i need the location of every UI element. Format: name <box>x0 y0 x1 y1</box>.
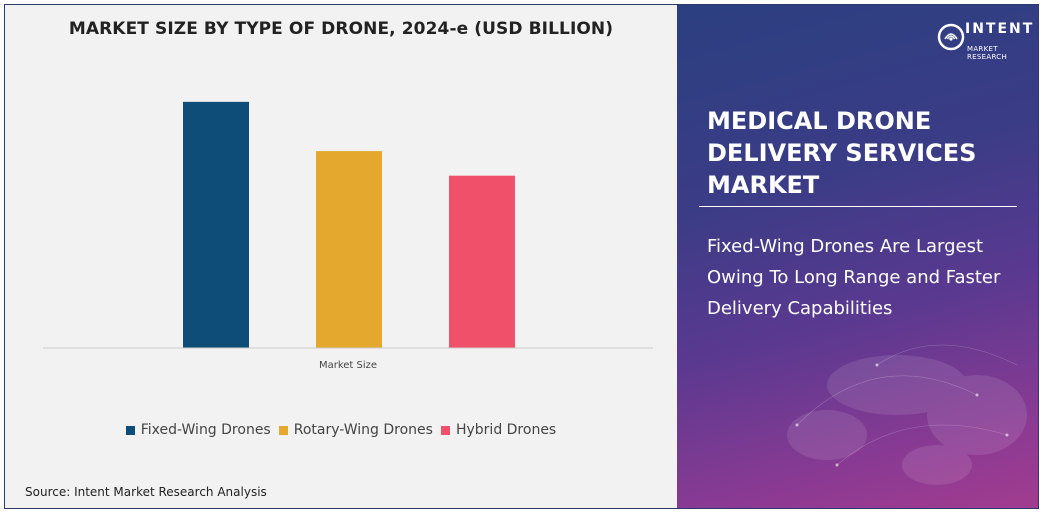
bar-hybrid <box>449 175 515 348</box>
chart-panel: MARKET SIZE BY TYPE OF DRONE, 2024-e (US… <box>5 5 677 508</box>
legend-swatch-rotary-wing <box>278 425 288 435</box>
bar-rotary-wing <box>316 151 382 348</box>
legend-label-hybrid: Hybrid Drones <box>455 422 557 438</box>
legend-item-hybrid: Hybrid Drones <box>440 422 557 438</box>
infographic-frame: MARKET SIZE BY TYPE OF DRONE, 2024-e (US… <box>4 4 1039 509</box>
legend-item-fixed-wing: Fixed-Wing Drones <box>125 422 271 438</box>
world-map-decoration <box>787 344 1027 485</box>
legend-swatch-hybrid <box>440 425 450 435</box>
bars-group <box>183 101 515 348</box>
legend-swatch-fixed-wing <box>125 425 135 435</box>
legend-label-fixed-wing: Fixed-Wing Drones <box>140 422 271 438</box>
report-panel: INTENT MARKET RESEARCH MEDICAL DRONE DEL… <box>677 5 1038 508</box>
logo-subtitle: MARKET RESEARCH <box>967 45 1008 61</box>
report-title: MEDICAL DRONE DELIVERY SERVICES MARKET <box>707 107 977 199</box>
legend-item-rotary-wing: Rotary-Wing Drones <box>278 422 433 438</box>
logo-wordmark: INTENT <box>965 21 1035 37</box>
legend-label-rotary-wing: Rotary-Wing Drones <box>293 422 433 438</box>
title-divider <box>699 206 1017 207</box>
source-note: Source: Intent Market Research Analysis <box>25 485 267 499</box>
intent-logo-icon <box>937 23 965 51</box>
chart-title: MARKET SIZE BY TYPE OF DRONE, 2024-e (US… <box>68 19 614 39</box>
key-insight-text: Fixed-Wing Drones Are Largest Owing To L… <box>707 236 1001 319</box>
bar-fixed-wing <box>183 101 249 348</box>
x-tick-label: Market Size <box>319 360 377 371</box>
bar-chart: Market Size <box>43 101 653 371</box>
chart-legend: Fixed-Wing Drones Rotary-Wing Drones Hyb… <box>5 422 677 438</box>
